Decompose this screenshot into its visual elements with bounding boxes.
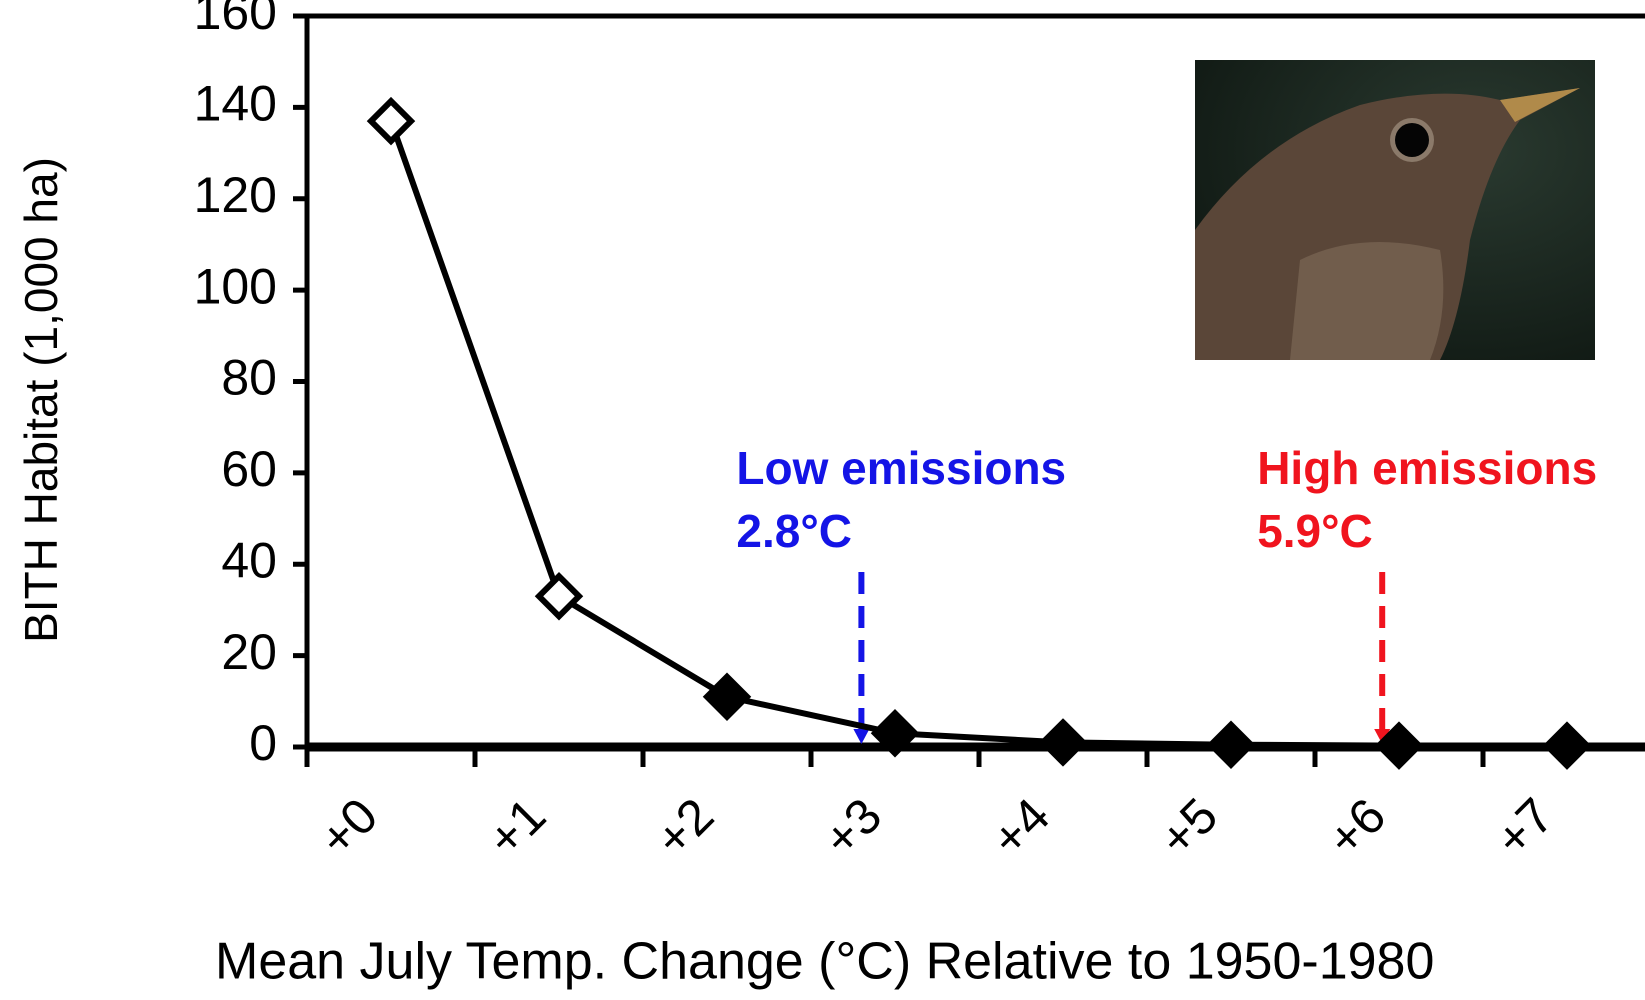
data-point [870,709,920,758]
x-tick-label: +5 [1148,787,1228,867]
x-tick-label: +2 [644,787,724,867]
y-tick-label: 60 [221,441,277,497]
y-axis-label: BITH Habitat (1,000 ha) [15,157,67,643]
x-tick-label: +7 [1484,787,1564,867]
data-point [702,672,752,721]
y-tick-label: 160 [194,0,277,40]
data-point [1374,721,1424,770]
annotation-title: High emissions [1257,442,1597,494]
bird-photo [1195,60,1595,360]
y-tick-label: 0 [249,715,277,771]
x-tick-label: +3 [812,787,892,867]
data-point [534,571,584,621]
x-axis-label: Mean July Temp. Change (°C) Relative to … [215,933,1434,991]
y-tick-label: 20 [221,624,277,680]
data-point [1542,721,1592,770]
data-point [1206,720,1256,769]
y-tick-label: 100 [194,258,277,314]
x-tick-label: +0 [308,787,388,867]
y-tick-label: 120 [194,167,277,223]
y-tick-label: 80 [221,350,277,406]
x-tick-label: +6 [1316,787,1396,867]
x-tick-label: +1 [476,787,556,867]
y-tick-label: 40 [221,532,277,588]
annotation-value: 2.8°C [736,505,852,557]
x-tick-label: +4 [980,787,1060,867]
data-point [366,96,416,146]
annotation-value: 5.9°C [1257,505,1373,557]
data-line [388,120,1567,749]
annotation-arrowhead [853,729,870,744]
y-tick-label: 140 [194,76,277,132]
annotation-arrowhead [1374,729,1391,744]
data-point [1038,718,1088,767]
annotation-title: Low emissions [736,442,1066,494]
